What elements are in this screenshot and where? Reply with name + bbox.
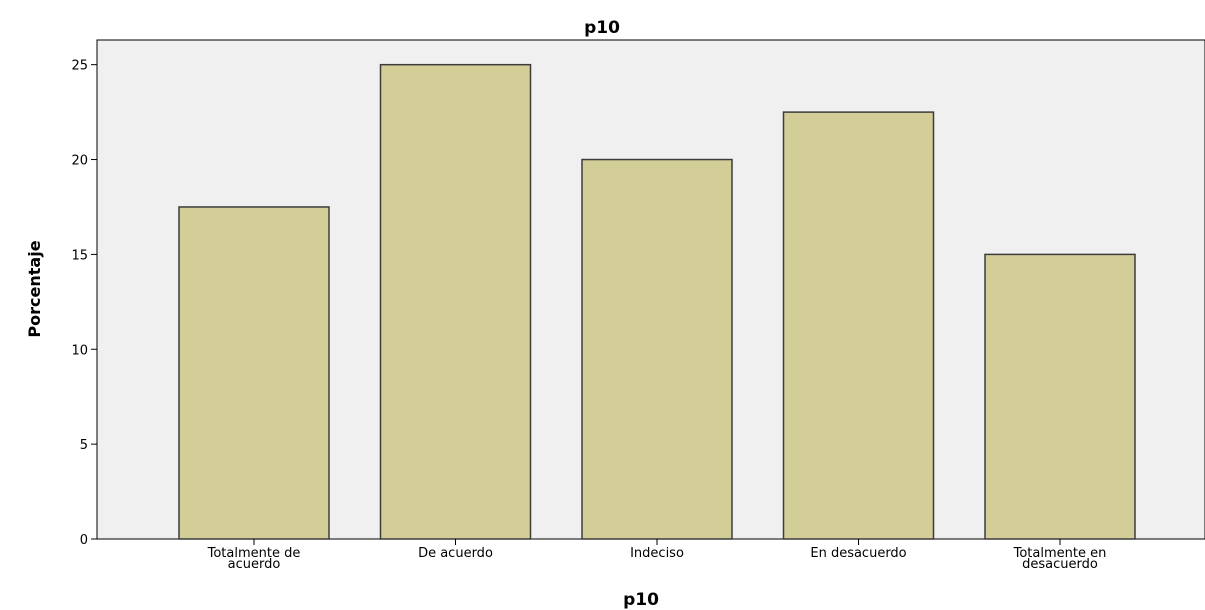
x-category-label: Indeciso xyxy=(630,546,684,561)
y-axis-label: Porcentaje xyxy=(25,240,44,337)
x-category-label: Totalmente en xyxy=(1013,546,1107,561)
bar xyxy=(984,253,1136,540)
bar xyxy=(178,206,330,540)
y-tick-label: 5 xyxy=(80,438,88,453)
x-category-label: Totalmente de xyxy=(207,546,301,561)
bars-group xyxy=(178,63,1136,540)
bar xyxy=(782,111,935,540)
x-category-label: acuerdo xyxy=(228,557,281,572)
chart-title: p10 xyxy=(584,18,620,38)
y-tick-label: 10 xyxy=(71,343,88,358)
y-tick-label: 0 xyxy=(80,533,88,548)
bar xyxy=(379,63,532,540)
y-axis: 0 5 10 15 20 25 xyxy=(71,59,97,548)
y-tick-label: 15 xyxy=(71,248,88,263)
y-tick-label: 20 xyxy=(71,154,88,169)
x-category-label: desacuerdo xyxy=(1022,557,1098,572)
x-category-label: En desacuerdo xyxy=(810,546,906,561)
x-axis-label: p10 xyxy=(623,590,659,610)
bar xyxy=(581,158,733,540)
y-tick-label: 25 xyxy=(71,59,88,74)
x-category-label: De acuerdo xyxy=(418,546,493,561)
